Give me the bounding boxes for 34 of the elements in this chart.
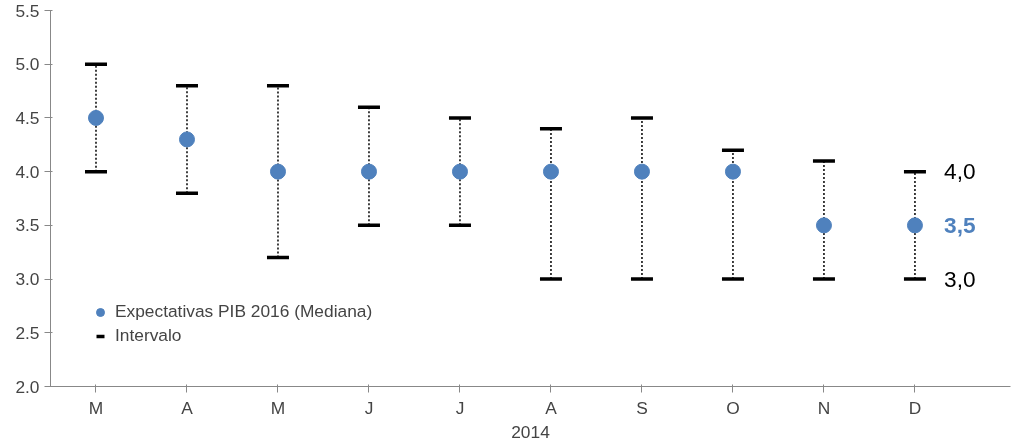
x-tick-label: M [270, 397, 286, 418]
y-tick-label: 3.5 [15, 215, 40, 236]
point [724, 163, 741, 180]
point [906, 217, 923, 234]
point [88, 109, 104, 126]
x-tick-label: N [817, 397, 831, 418]
x-tick-label: J [455, 397, 465, 418]
x-tick-label: A [545, 397, 558, 418]
x-tick-label: A [181, 397, 194, 418]
point [815, 217, 832, 234]
x-tick-label: M [88, 397, 104, 418]
point [633, 163, 650, 180]
annotation: 3,0 [944, 265, 976, 292]
y-tick-label: 2.0 [15, 376, 40, 397]
x-tick-label: O [726, 397, 740, 418]
x-tick-label: J [364, 397, 374, 418]
x-tick-label: S [636, 397, 648, 418]
y-tick-label: 3.0 [15, 269, 40, 290]
point [360, 163, 377, 180]
y-tick-label: 5.5 [15, 0, 40, 21]
legend-label: Expectativas PIB 2016 (Mediana) [115, 301, 373, 322]
y-tick-label: 4.5 [15, 107, 40, 128]
annotation: 3,5 [944, 211, 976, 238]
x-axis-title: 2014 [511, 421, 551, 442]
x-tick-label: D [908, 397, 922, 418]
y-tick-label: 2.5 [15, 322, 40, 343]
y-tick-label: 4.0 [15, 161, 40, 182]
point [269, 163, 286, 180]
point [178, 131, 195, 148]
annotation: Intervalo [115, 325, 182, 346]
point [542, 163, 559, 180]
point [451, 163, 468, 180]
y-tick-label: 5.0 [15, 54, 40, 75]
annotation: 4,0 [944, 158, 976, 185]
